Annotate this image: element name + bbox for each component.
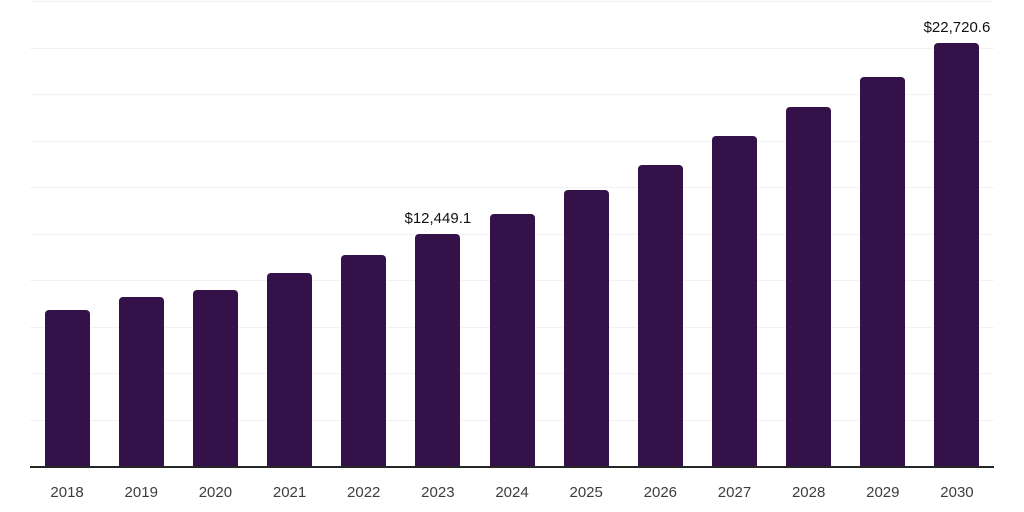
bar-column-2023: $12,449.1 xyxy=(401,1,475,466)
gridline xyxy=(30,140,994,142)
x-tick-label-2023: 2023 xyxy=(421,484,455,501)
bar-2026 xyxy=(637,164,683,466)
gridline xyxy=(30,187,994,188)
bar-column-2020 xyxy=(178,1,252,466)
bar-column-2027 xyxy=(697,1,771,466)
bar-column-2022 xyxy=(327,1,401,466)
bar-2029 xyxy=(860,76,906,466)
bar-column-2024 xyxy=(475,1,549,466)
x-tick-label-2030: 2030 xyxy=(940,484,974,501)
bar-2019 xyxy=(118,296,164,466)
bar-column-2018 xyxy=(30,1,104,466)
x-tick-label-2027: 2027 xyxy=(717,484,752,501)
gridline xyxy=(30,94,994,95)
bar-column-2026 xyxy=(623,1,697,466)
x-tick-label-2028: 2028 xyxy=(791,484,826,501)
bars-row: $12,449.1 $22,720.6 xyxy=(30,1,994,466)
bar-column-2025 xyxy=(549,1,623,466)
x-tick-label-2026: 2026 xyxy=(643,484,678,501)
bar-2024 xyxy=(489,213,535,466)
bar-2027 xyxy=(711,135,757,466)
bar-value-label-2023: $12,449.1 xyxy=(404,210,472,228)
bar-2030 xyxy=(934,43,980,466)
bar-column-2030: $22,720.6 xyxy=(920,1,994,466)
x-tick-label-2018: 2018 xyxy=(50,484,84,501)
x-tick-label-2022: 2022 xyxy=(347,484,381,501)
bar-2023 xyxy=(415,234,461,466)
x-tick-label-2025: 2025 xyxy=(569,484,603,501)
x-axis-tick-labels: 2018 2019 2020 2021 2022 2023 2024 2025 2026 2027… xyxy=(30,484,994,501)
x-tick-label-2020: 2020 xyxy=(198,484,233,501)
x-tick-label-2021: 2021 xyxy=(272,484,307,501)
x-tick-label-2024: 2024 xyxy=(495,484,529,501)
bar-column-2028 xyxy=(772,1,846,466)
bar-column-2029 xyxy=(846,1,920,466)
x-axis-line xyxy=(30,466,994,468)
x-tick-label-2019: 2019 xyxy=(124,484,158,501)
bar-column-2021 xyxy=(252,1,326,466)
bar-2025 xyxy=(563,189,609,466)
bar-column-2019 xyxy=(104,1,178,466)
plot-area: $12,449.1 $22,720.6 xyxy=(30,1,994,466)
bar-2018 xyxy=(44,309,90,466)
bar-2020 xyxy=(192,289,238,466)
bar-2022 xyxy=(341,254,387,466)
x-tick-label-2029: 2029 xyxy=(866,484,900,501)
gridline xyxy=(30,47,994,49)
bar-2021 xyxy=(267,272,313,466)
gridline xyxy=(30,1,994,2)
bar-2028 xyxy=(786,107,832,466)
bar-value-label-2030: $22,720.6 xyxy=(923,19,991,37)
